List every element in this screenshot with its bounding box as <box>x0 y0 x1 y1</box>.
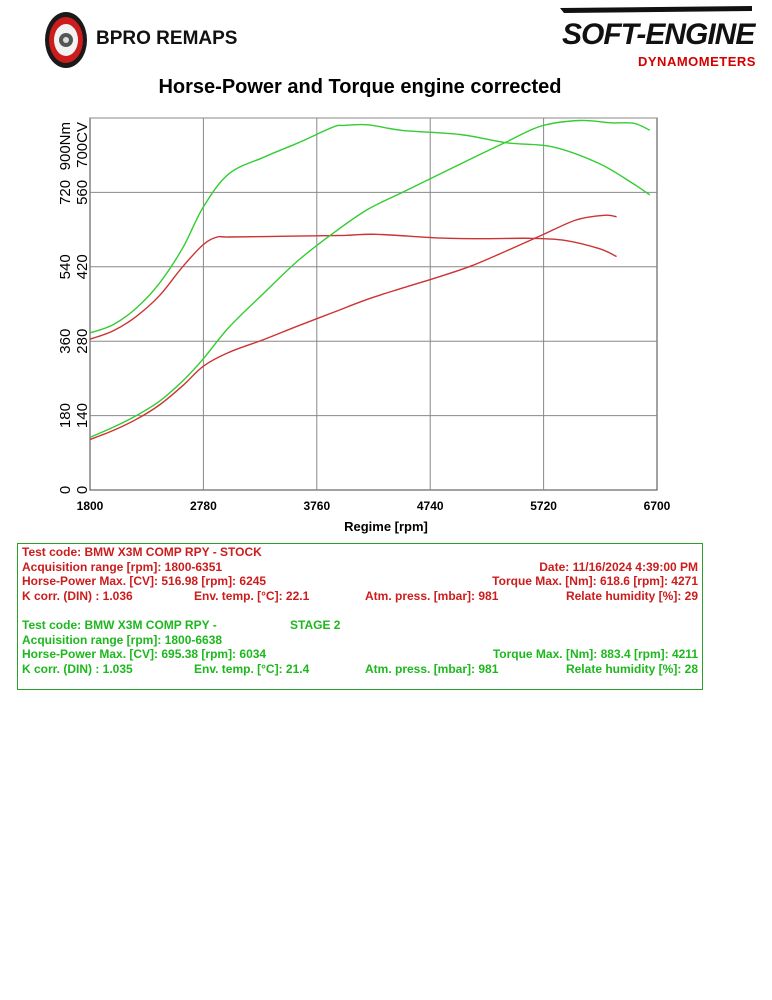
y-tick-label-power: 420 <box>74 254 91 279</box>
plot-frame <box>89 117 658 491</box>
stock-torque-max: Torque Max. [Nm]: 618.6 [rpm]: 4271 <box>492 574 698 589</box>
series-lines <box>89 119 651 441</box>
stock-k-corr: K corr. (DIN) : 1.036 <box>22 588 133 603</box>
stage2-power-line <box>89 119 651 439</box>
y-tick-label-power: 560 <box>74 180 91 205</box>
x-tick-label: 2780 <box>190 499 217 513</box>
tick-labels: 1800 2780 3760 4740 5720 6700 0 180 360 540 720 0 14… <box>57 180 671 513</box>
y-axis-label-torque: 900Nm <box>57 122 74 170</box>
turbo-logo-icon <box>45 12 87 68</box>
stage2-k-corr: K corr. (DIN) : 1.035 <box>22 661 133 676</box>
stage2-humidity: Relate humidity [%]: 28 <box>565 661 698 676</box>
soft-engine-logo: SOFT-ENGINE DYNAMOMETERS <box>552 2 762 74</box>
stock-acquisition-range: Acquisition range [rpm]: 1800-6351 <box>22 559 223 574</box>
stage2-hp-max: Horse-Power Max. [CV]: 695.38 [rpm]: 603… <box>22 647 267 662</box>
stage2-env-temp: Env. temp. [°C]: 21.4 <box>194 661 310 676</box>
y-tick-label-power: 0 <box>74 486 91 494</box>
y-tick-label-power: 140 <box>74 403 91 428</box>
x-tick-label: 6700 <box>644 499 671 513</box>
y-tick-label-torque: 360 <box>57 329 74 354</box>
stage2-torque-max: Torque Max. [Nm]: 883.4 [rpm]: 4211 <box>492 647 698 662</box>
y-axis-label-power: 700CV <box>74 122 91 168</box>
chart-title: Horse-Power and Torque engine corrected <box>158 76 562 98</box>
y-tick-label-torque: 0 <box>57 486 74 494</box>
y-tick-label-torque: 540 <box>57 254 74 279</box>
stage2-test-code: Test code: BMW X3M COMP RPY - <box>22 618 217 632</box>
logo-right-subtitle: DYNAMOMETERS <box>638 54 756 69</box>
test-info-panel: Test code: BMW X3M COMP RPY - STOCK Acqu… <box>17 543 703 690</box>
grid <box>89 117 658 491</box>
stock-env-temp: Env. temp. [°C]: 22.1 <box>194 588 310 603</box>
y-tick-label-power: 280 <box>74 329 91 354</box>
x-axis-label: Regime [rpm] <box>344 519 428 534</box>
y-tick-label-torque: 720 <box>57 180 74 205</box>
stock-atm-press: Atm. press. [mbar]: 981 <box>365 588 499 603</box>
logo-right-text: SOFT-ENGINE <box>562 18 755 51</box>
x-tick-label: 5720 <box>530 499 557 513</box>
stock-date: Date: 11/16/2024 4:39:00 PM <box>539 559 698 574</box>
stage2-test-info: Test code: BMW X3M COMP RPY - STAGE 2 Ac… <box>22 618 698 676</box>
x-tick-label: 1800 <box>77 499 104 513</box>
y-tick-label-torque: 180 <box>57 403 74 428</box>
x-tick-label: 3760 <box>303 499 330 513</box>
logo-swoosh-icon <box>560 6 752 13</box>
stock-humidity: Relate humidity [%]: 29 <box>565 588 698 603</box>
stage2-atm-press: Atm. press. [mbar]: 981 <box>365 661 499 676</box>
stock-test-info: Test code: BMW X3M COMP RPY - STOCK Acqu… <box>22 545 698 603</box>
stock-torque-line <box>89 233 617 340</box>
logo-left-text: BPRO REMAPS <box>96 28 238 49</box>
stock-test-code: Test code: BMW X3M COMP RPY - STOCK <box>22 545 262 559</box>
stock-hp-max: Horse-Power Max. [CV]: 516.98 [rpm]: 624… <box>22 574 267 589</box>
dyno-chart: 1800 2780 3760 4740 5720 6700 0 180 360 540 720 0 14… <box>57 117 671 534</box>
stage2-label: STAGE 2 <box>290 618 341 632</box>
x-tick-label: 4740 <box>417 499 444 513</box>
stage2-torque-line <box>89 123 651 334</box>
bpro-remaps-logo: BPRO REMAPS <box>40 6 240 70</box>
stock-power-line <box>89 214 617 441</box>
stage2-acquisition-range: Acquisition range [rpm]: 1800-6638 <box>22 632 223 647</box>
